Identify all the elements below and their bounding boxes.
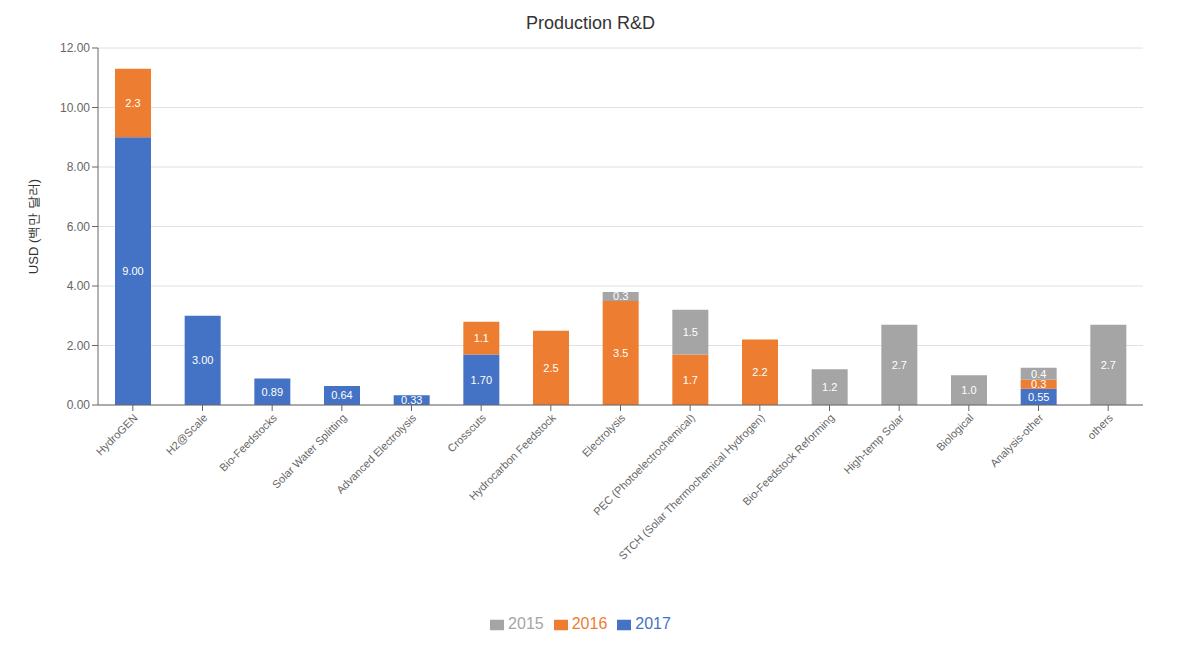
- svg-text:2.2: 2.2: [752, 366, 767, 378]
- svg-text:H2@Scale: H2@Scale: [164, 411, 210, 457]
- svg-text:Hydrocarbon Feedstock: Hydrocarbon Feedstock: [467, 411, 558, 502]
- svg-text:1.0: 1.0: [961, 384, 976, 396]
- svg-text:USD (백만 달러): USD (백만 달러): [26, 179, 41, 274]
- svg-text:4.00: 4.00: [67, 279, 91, 293]
- svg-text:1.1: 1.1: [474, 332, 489, 344]
- svg-text:0.3: 0.3: [613, 290, 628, 302]
- svg-text:STCH (Solar Thermochemical Hyd: STCH (Solar Thermochemical Hydrogen): [616, 411, 767, 562]
- svg-text:10.00: 10.00: [60, 101, 90, 115]
- svg-text:3.00: 3.00: [192, 354, 213, 366]
- svg-text:1.2: 1.2: [822, 381, 837, 393]
- svg-text:2.5: 2.5: [543, 362, 558, 374]
- svg-text:Crosscuts: Crosscuts: [445, 411, 488, 454]
- svg-text:0.55: 0.55: [1028, 391, 1049, 403]
- svg-text:2.00: 2.00: [67, 339, 91, 353]
- svg-text:0.64: 0.64: [331, 389, 352, 401]
- svg-text:Bio-Feedstocks: Bio-Feedstocks: [217, 411, 279, 473]
- svg-text:8.00: 8.00: [67, 160, 91, 174]
- svg-text:HydroGEN: HydroGEN: [94, 411, 140, 457]
- svg-text:3.5: 3.5: [613, 347, 628, 359]
- svg-text:Biological: Biological: [934, 411, 976, 453]
- svg-text:6.00: 6.00: [67, 220, 91, 234]
- svg-text:High-temp Solar: High-temp Solar: [841, 411, 906, 476]
- svg-text:0.3: 0.3: [1031, 378, 1046, 390]
- svg-text:0.00: 0.00: [67, 398, 91, 412]
- svg-text:1.7: 1.7: [683, 374, 698, 386]
- html-text:2016: 2016: [571, 615, 608, 632]
- svg-text:others: others: [1085, 411, 1115, 441]
- svg-text:0.4: 0.4: [1031, 368, 1046, 380]
- svg-text:Electrolysis: Electrolysis: [580, 411, 628, 459]
- svg-text:2.7: 2.7: [1101, 359, 1116, 371]
- html-text:2015: 2015: [508, 615, 544, 632]
- svg-text:1.5: 1.5: [683, 326, 698, 338]
- svg-text:Analysis-other: Analysis-other: [988, 411, 1046, 469]
- svg-text:0.33: 0.33: [401, 394, 422, 406]
- svg-text:12.00: 12.00: [60, 41, 90, 55]
- html-text:Production R&D: Production R&D: [526, 13, 655, 33]
- svg-text:2.3: 2.3: [125, 97, 140, 109]
- svg-text:0.89: 0.89: [262, 386, 283, 398]
- svg-text:Bio-Feedstock Reforming: Bio-Feedstock Reforming: [740, 411, 836, 507]
- svg-text:Solar Water Splitting: Solar Water Splitting: [270, 411, 349, 490]
- svg-text:PEC (Photoelectrochemical): PEC (Photoelectrochemical): [590, 411, 698, 518]
- svg-text:1.70: 1.70: [471, 374, 492, 386]
- html-text:2017: 2017: [635, 615, 671, 632]
- svg-text:9.00: 9.00: [122, 265, 143, 277]
- svg-text:Advanced Electrolysis: Advanced Electrolysis: [334, 411, 419, 496]
- svg-text:2.7: 2.7: [892, 359, 907, 371]
